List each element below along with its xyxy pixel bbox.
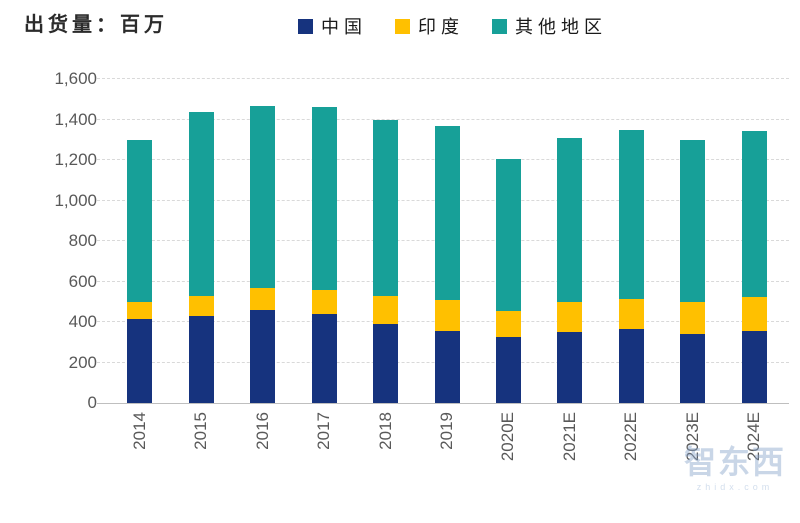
bar-segment-2014-china (127, 318, 153, 403)
bar-segment-2016-india (250, 287, 276, 310)
gridline-1400 (97, 118, 789, 120)
bar-2018 (373, 119, 399, 403)
y-tick-label-600: 600 (68, 271, 97, 291)
x-tick-label-2024e: 2024E (744, 412, 764, 462)
legend-label-india: 印度 (418, 17, 464, 37)
gridline-1600 (97, 78, 789, 79)
legend-label-other-regions: 其他地区 (515, 17, 607, 37)
bar-segment-2021e-china (557, 332, 583, 403)
bar-segment-2020e-india (495, 310, 521, 338)
bar-segment-2020e-china (495, 337, 521, 403)
bar-2024e (741, 130, 767, 403)
bar-2016 (250, 106, 276, 403)
bar-segment-2021e-other-regions (557, 137, 583, 302)
bar-segment-2018-china (373, 324, 399, 403)
x-tick-label-2022e: 2022E (621, 412, 641, 462)
bar-segment-2017-other-regions (311, 107, 337, 290)
watermark-domain: zhidx.com (696, 482, 774, 492)
bar-segment-2022e-other-regions (618, 129, 644, 299)
legend-swatch-china (298, 18, 313, 34)
bar-segment-2014-india (127, 301, 153, 319)
bar-segment-2015-india (188, 295, 214, 316)
bar-2022e (618, 129, 644, 403)
bar-2023e (680, 139, 706, 403)
legend-swatch-other-regions (492, 18, 507, 34)
legend-label-china: 中国 (321, 17, 367, 37)
bar-segment-2019-india (434, 299, 460, 332)
bar-segment-2022e-india (618, 298, 644, 330)
bar-2021e (557, 137, 583, 403)
bar-2017 (311, 107, 337, 403)
y-tick-label-1400: 1,400 (54, 109, 97, 129)
x-tick-label-2017: 2017 (314, 412, 334, 450)
legend-item-india: 印度 (395, 13, 464, 39)
x-tick-label-2014: 2014 (129, 412, 149, 450)
bar-segment-2014-other-regions (127, 139, 153, 302)
bar-segment-2018-india (373, 295, 399, 325)
x-tick-label-2023e: 2023E (682, 412, 702, 462)
x-axis-line (97, 403, 789, 404)
chart-title: 出货量：百万 (24, 14, 168, 36)
bar-segment-2023e-other-regions (680, 139, 706, 302)
y-tick-label-400: 400 (68, 312, 97, 331)
x-tick-label-2018: 2018 (375, 412, 395, 450)
bar-segment-2019-other-regions (434, 125, 460, 300)
y-tick-label-1000: 1,000 (54, 190, 97, 210)
bar-2014 (127, 139, 153, 403)
bar-segment-2024e-india (741, 296, 767, 332)
bar-2020e (495, 159, 521, 403)
bar-segment-2017-china (311, 313, 337, 403)
bar-segment-2020e-other-regions (495, 159, 521, 311)
bar-segment-2024e-other-regions (741, 130, 767, 297)
x-tick-label-2015: 2015 (191, 412, 211, 450)
bar-segment-2021e-india (557, 301, 583, 333)
bar-segment-2023e-china (680, 334, 706, 403)
bar-segment-2016-china (250, 309, 276, 403)
bar-segment-2019-china (434, 331, 460, 403)
bar-segment-2018-other-regions (373, 119, 399, 296)
bar-segment-2024e-china (741, 331, 767, 403)
y-tick-label-0: 0 (87, 393, 97, 412)
bar-2019 (434, 125, 460, 403)
x-tick-label-2020e: 2020E (498, 412, 518, 462)
x-tick-label-2019: 2019 (437, 412, 456, 450)
bar-segment-2015-other-regions (188, 112, 214, 296)
bar-segment-2023e-india (680, 301, 706, 335)
x-tick-label-2021e: 2021E (559, 412, 579, 462)
legend-item-other-regions: 其他地区 (492, 13, 607, 39)
plot-area (97, 78, 789, 404)
bar-segment-2016-other-regions (250, 106, 276, 288)
bar-2015 (188, 112, 214, 403)
legend-item-china: 中国 (298, 13, 367, 39)
y-tick-label-1200: 1,200 (54, 150, 97, 169)
x-tick-label-2016: 2016 (252, 412, 272, 450)
legend: 中国 印度 其他地区 (298, 13, 607, 39)
y-tick-label-200: 200 (68, 352, 97, 372)
y-tick-label-1600: 1,600 (54, 69, 97, 88)
bar-segment-2022e-china (618, 329, 644, 403)
y-tick-label-800: 800 (68, 231, 97, 250)
bar-segment-2017-india (311, 289, 337, 314)
bar-segment-2015-china (188, 315, 214, 403)
legend-swatch-india (395, 18, 410, 34)
